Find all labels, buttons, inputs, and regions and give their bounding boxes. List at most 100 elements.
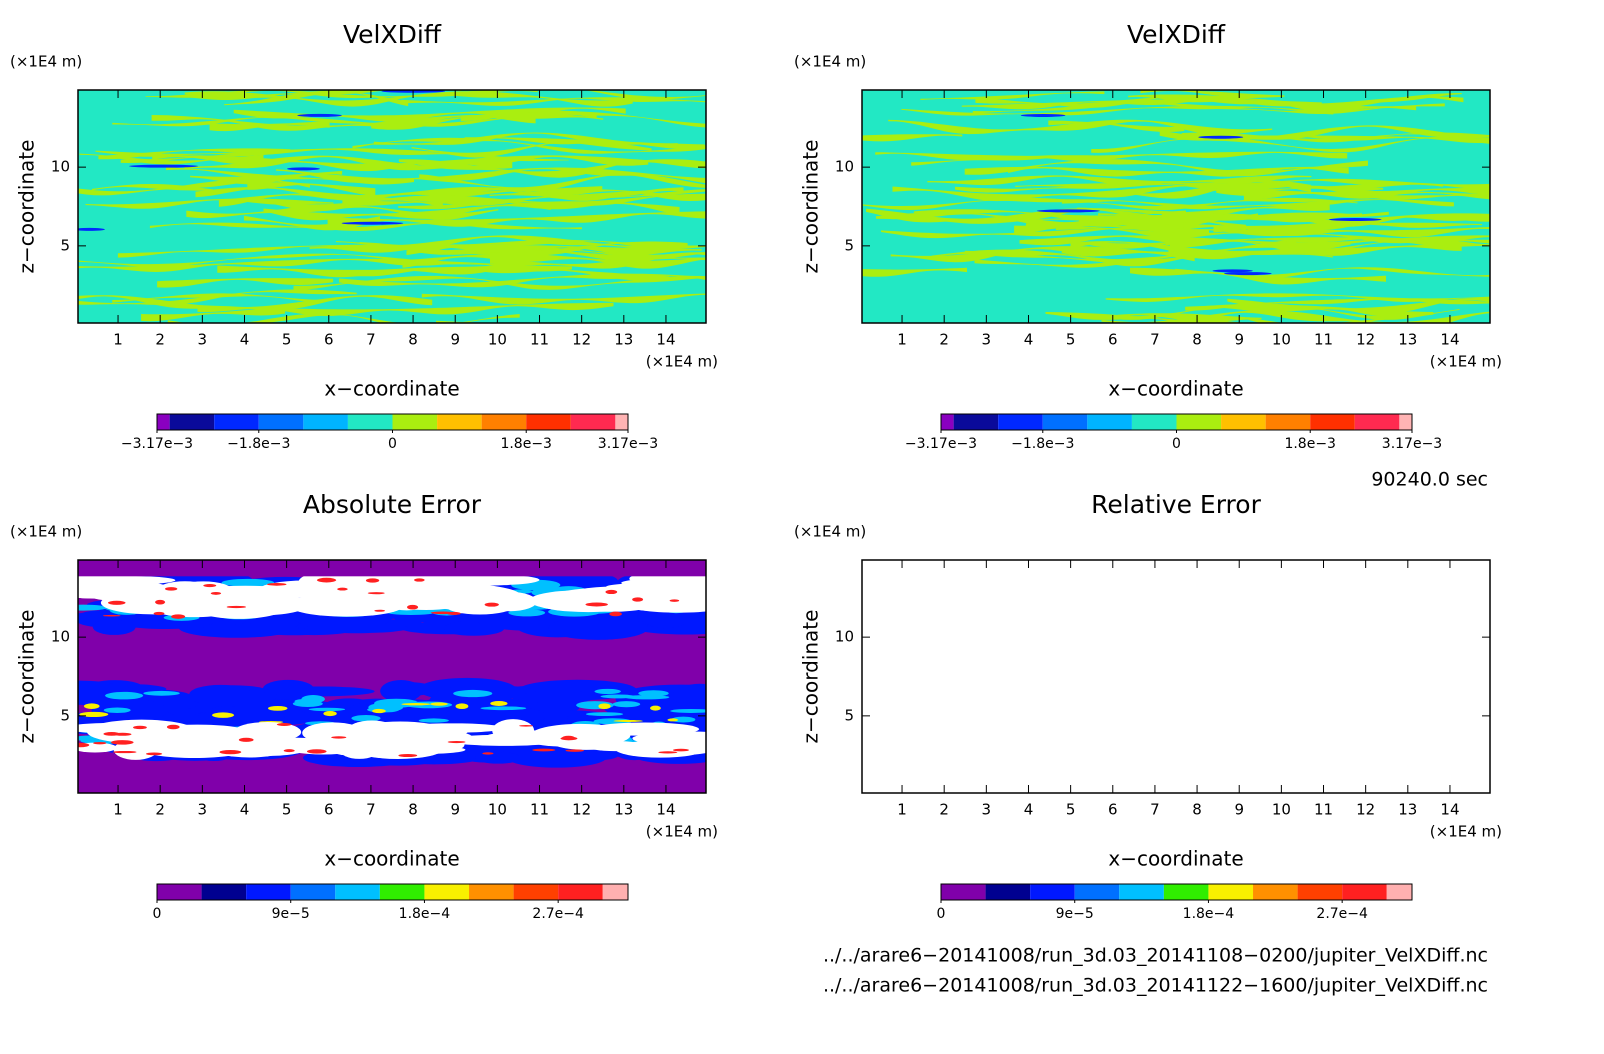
y-axis-label: z−coordinate (15, 140, 39, 274)
y-tick-label: 5 (60, 236, 70, 254)
contour-fill (519, 724, 533, 727)
x-tick-label: 4 (1024, 331, 1034, 349)
contour-fill (133, 725, 147, 730)
contour-fill (419, 173, 706, 191)
contour-fill (158, 581, 212, 598)
contour-fill (371, 112, 604, 130)
contour-fill (339, 273, 706, 288)
contour-fill (670, 708, 706, 713)
x-tick-label: 5 (282, 331, 292, 349)
contour-fill (338, 740, 452, 753)
contour-fill (267, 582, 287, 586)
colorbar-segment (347, 414, 393, 430)
contour-fill (244, 215, 380, 231)
contour-fill (583, 90, 706, 100)
contour-fill (1048, 120, 1185, 132)
colorbar-segment (1119, 884, 1164, 900)
x-axis-label: x−coordinate (324, 377, 459, 401)
colorbar-tick-label: −3.17e−3 (121, 436, 193, 452)
contour-fill (112, 293, 321, 304)
time-label: 90240.0 sec (1371, 469, 1488, 491)
contour-fill (1224, 272, 1272, 276)
colorbar-segment (1253, 884, 1298, 900)
contour-fill (612, 701, 641, 708)
contour-fill (453, 689, 493, 698)
contour-fill (1015, 182, 1384, 191)
contour-fill (862, 134, 963, 142)
x-tick-label: 11 (530, 331, 549, 349)
chart-title: VelXDiff (1127, 20, 1226, 49)
contour-fill (287, 167, 320, 171)
colorbar-segment (985, 884, 1031, 900)
x-tick-label: 13 (1398, 801, 1417, 819)
colorbar-tick-label: 1.8e−4 (399, 906, 451, 922)
contour-fill (247, 182, 376, 196)
contour-fill (306, 749, 327, 754)
colorbar-segment (424, 884, 470, 900)
contour-fill (974, 259, 1135, 268)
colorbar-segment (998, 414, 1043, 430)
contour-fill (593, 718, 632, 725)
contour-fill (317, 577, 337, 583)
contour-fill (292, 700, 323, 707)
contour-fill (1165, 238, 1490, 254)
contour-fill (1175, 267, 1490, 279)
x-tick-label: 7 (1150, 331, 1160, 349)
x-unit: (×1E4 m) (1430, 353, 1502, 371)
contour-fill (489, 189, 706, 201)
x-tick-label: 8 (1192, 801, 1202, 819)
contour-fill (407, 604, 419, 610)
contour-fill (308, 707, 346, 712)
y-unit: (×1E4 m) (794, 53, 866, 71)
contour-fill (302, 722, 364, 744)
contour-fill (1020, 113, 1066, 117)
contour-fill (401, 97, 706, 106)
contour-fill (1204, 135, 1490, 143)
contour-fill (585, 712, 624, 716)
contour-fill (1227, 297, 1490, 314)
y-tick-label: 10 (835, 628, 854, 646)
contour-fill (490, 701, 508, 706)
colorbar-tick-label: 0 (1172, 436, 1181, 452)
contour-fill (418, 718, 449, 723)
contour-fill (1160, 229, 1490, 244)
x-tick-label: 9 (1234, 331, 1244, 349)
contour-fill (1019, 235, 1490, 250)
colorbar-segment (1297, 884, 1343, 900)
x-tick-label: 6 (324, 331, 334, 349)
contour-fill (78, 560, 706, 577)
x-tick-label: 12 (572, 801, 591, 819)
colorbar-segment (953, 414, 999, 430)
contour-fill (1070, 241, 1351, 254)
contour-fill (120, 148, 569, 163)
contour-fill (184, 91, 633, 107)
x-tick-label: 9 (450, 331, 460, 349)
contour-fill (1061, 199, 1454, 210)
contour-fill (157, 278, 334, 288)
contour-fill (671, 716, 696, 723)
x-axis-label: x−coordinate (1108, 377, 1243, 401)
plot-field (78, 560, 706, 793)
x-tick-label: 13 (614, 331, 633, 349)
contour-fill (98, 148, 291, 160)
contour-fill (638, 690, 669, 697)
colorbar-tick-label: 3.17e−3 (1382, 436, 1442, 452)
contour-fill (650, 705, 661, 711)
colorbar-segment (437, 414, 482, 430)
contour-fill (92, 184, 228, 193)
colorbar-segment (1399, 414, 1412, 430)
contour-fill (565, 749, 585, 752)
x-axis-label: x−coordinate (1108, 847, 1243, 871)
colorbar-frame (940, 883, 1413, 901)
colorbar-tick-label: −1.8e−3 (227, 436, 290, 452)
contour-fill (955, 183, 1443, 193)
contour-fill (367, 592, 385, 595)
contour-fill (927, 175, 1312, 186)
contour-fill (480, 706, 527, 711)
contour-fill (151, 115, 536, 131)
x-tick-label: 9 (450, 801, 460, 819)
contour-fill (975, 96, 1464, 108)
contour-fill (618, 702, 678, 720)
contour-fill (102, 614, 121, 617)
contour-fill (372, 708, 386, 714)
